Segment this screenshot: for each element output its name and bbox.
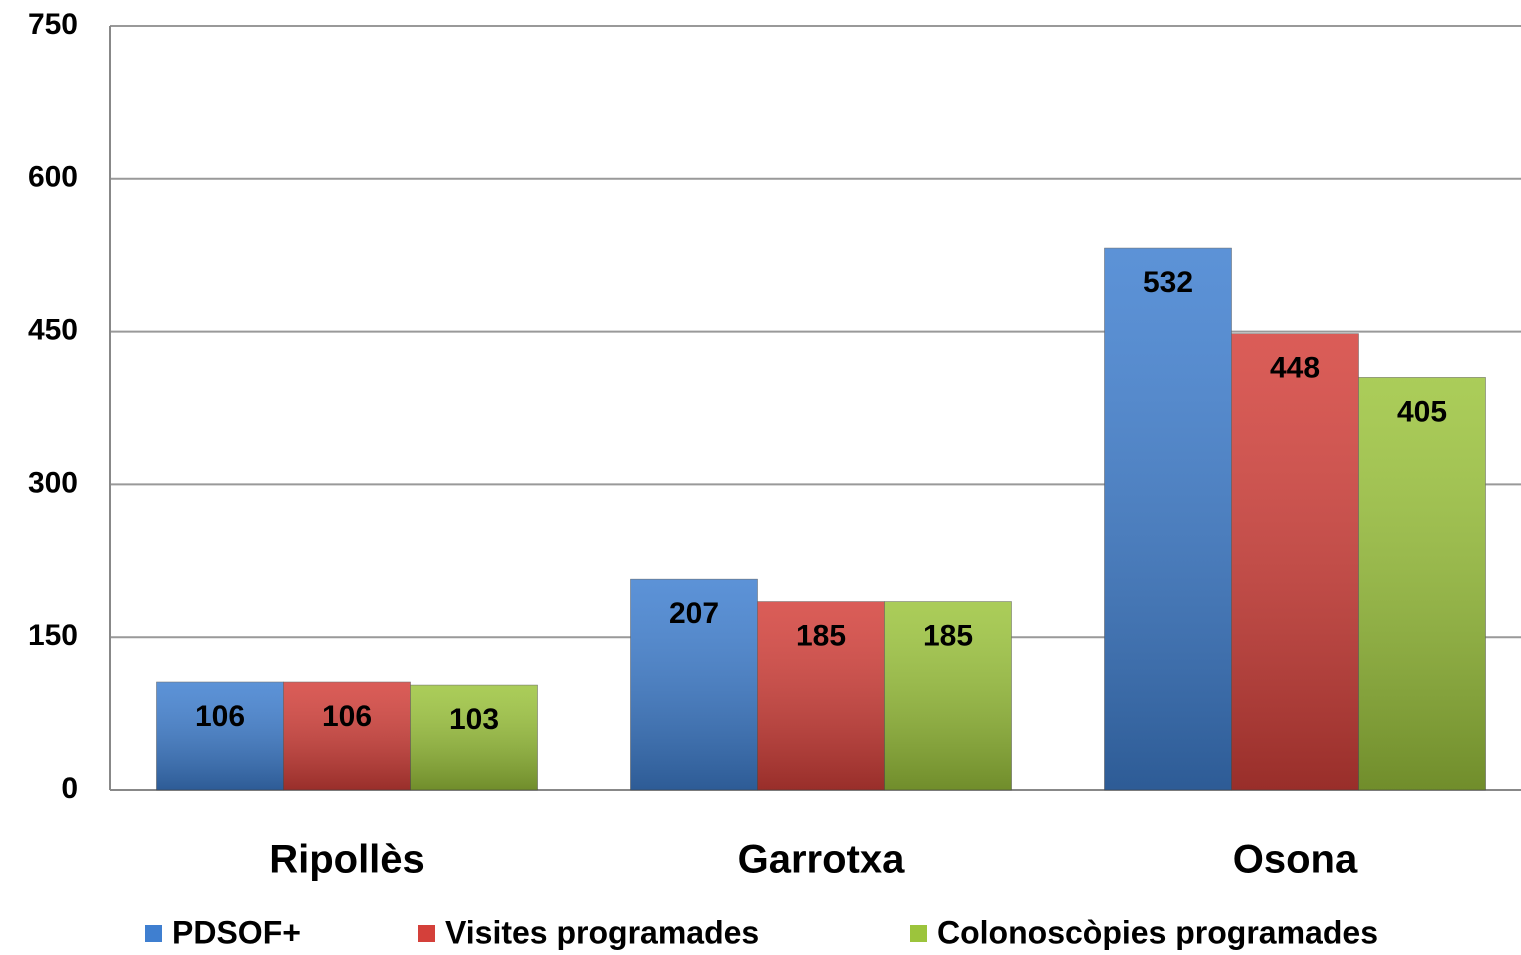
value-label: 106 xyxy=(322,700,372,733)
value-label: 103 xyxy=(449,703,499,736)
y-tick-label: 0 xyxy=(61,772,78,805)
value-label: 448 xyxy=(1270,352,1320,385)
legend-label: Colonoscòpies programades xyxy=(937,914,1378,950)
y-tick-label: 450 xyxy=(28,314,78,347)
x-tick-label: Garrotxa xyxy=(738,838,905,882)
bar xyxy=(1231,333,1359,791)
value-label: 185 xyxy=(923,619,973,652)
y-tick-label: 150 xyxy=(28,619,78,652)
bar xyxy=(156,681,284,791)
y-tick-label: 600 xyxy=(28,161,78,194)
legend-swatch xyxy=(418,925,435,942)
value-label: 106 xyxy=(195,700,245,733)
value-label: 405 xyxy=(1397,395,1447,428)
x-tick-label: Ripollès xyxy=(269,838,425,882)
y-tick-label: 750 xyxy=(28,8,78,41)
legend-swatch xyxy=(910,925,927,942)
value-label: 532 xyxy=(1143,266,1193,299)
bar xyxy=(1358,377,1486,791)
bar xyxy=(1104,247,1232,791)
legend-swatch xyxy=(145,925,162,942)
legend-label: PDSOF+ xyxy=(172,914,301,950)
value-label: 185 xyxy=(796,619,846,652)
value-label: 207 xyxy=(669,597,719,630)
legend-label: Visites programades xyxy=(445,914,759,950)
x-tick-label: Osona xyxy=(1233,838,1358,882)
bar xyxy=(410,684,538,791)
y-tick-label: 300 xyxy=(28,466,78,499)
bar xyxy=(283,681,411,791)
